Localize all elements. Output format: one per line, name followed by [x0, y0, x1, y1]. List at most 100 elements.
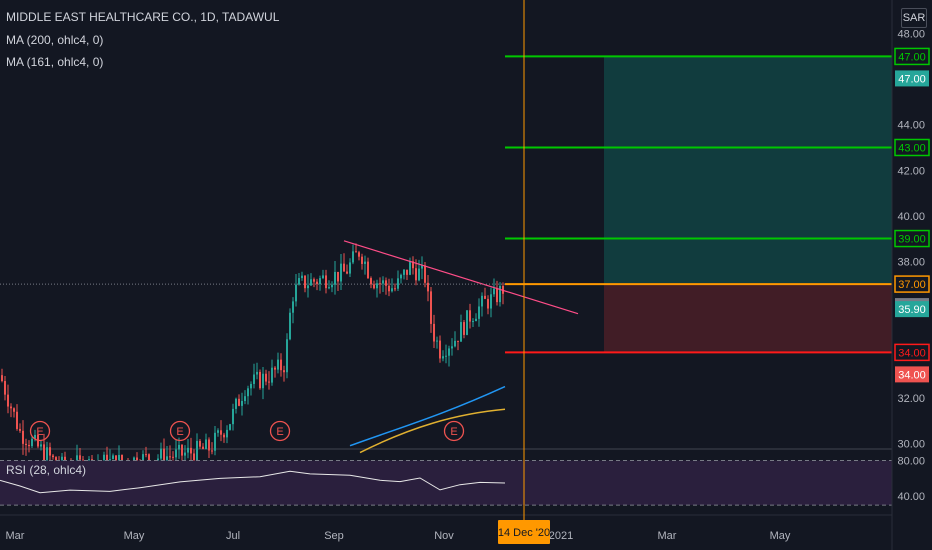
- level-badge[interactable]: [894, 343, 930, 362]
- moving-averages: [349, 385, 506, 454]
- ma200-legend[interactable]: MA (200, ohlc4, 0): [6, 33, 104, 47]
- candle-body: [199, 440, 201, 447]
- time-tick: Nov: [434, 530, 454, 542]
- candle-body: [172, 456, 174, 458]
- candle-body: [478, 306, 480, 319]
- price-tick: 44.00: [897, 120, 925, 132]
- candle-body: [22, 430, 24, 444]
- candle-body: [283, 370, 285, 373]
- level-badge[interactable]: [894, 275, 930, 293]
- candle-body: [235, 398, 237, 409]
- price-badge[interactable]: [895, 366, 929, 383]
- candle-body: [385, 280, 387, 286]
- rsi-tick: 80.00: [897, 455, 925, 467]
- candle-body: [217, 430, 219, 433]
- candle-body: [430, 291, 432, 324]
- time-tick: May: [124, 530, 145, 542]
- candle-body: [196, 440, 198, 461]
- candle-body: [271, 367, 273, 383]
- price-badge[interactable]: [895, 301, 929, 318]
- candle-body: [355, 251, 357, 253]
- candle-body: [379, 283, 381, 285]
- rsi-band: [0, 460, 892, 506]
- candle-body: [292, 301, 294, 313]
- candle-body: [445, 355, 447, 357]
- candle-body: [253, 374, 255, 384]
- candle-body: [187, 447, 189, 453]
- grid: [0, 448, 892, 516]
- candle-body: [49, 447, 51, 456]
- ma161-legend[interactable]: MA (161, ohlc4, 0): [6, 55, 104, 69]
- candle-body: [313, 279, 315, 282]
- descending-trendline[interactable]: [343, 240, 579, 315]
- candle-body: [364, 261, 366, 264]
- candle-body: [334, 271, 336, 285]
- price-scale[interactable]: 48.0046.0044.0042.0040.0038.0036.0032.00…: [891, 0, 932, 550]
- rsi-pane[interactable]: [0, 459, 892, 506]
- candle-body: [367, 261, 369, 279]
- price-scale-bg[interactable]: [892, 0, 932, 550]
- candle-body: [463, 322, 465, 335]
- candle-body: [304, 275, 306, 289]
- candle-body: [247, 388, 249, 397]
- price-tick: 38.00: [897, 256, 925, 268]
- candle-body: [436, 340, 438, 342]
- level-badge[interactable]: [894, 229, 930, 248]
- level-badge-label: 37.00: [898, 279, 926, 291]
- candle-body: [268, 381, 270, 383]
- candle-body: [259, 371, 261, 389]
- candle-body: [307, 285, 309, 289]
- candle-body: [286, 339, 288, 373]
- candle-body: [211, 450, 213, 452]
- level-badge-label: 47.00: [898, 51, 926, 63]
- earnings-marker[interactable]: [269, 420, 291, 442]
- candle-body: [13, 408, 15, 412]
- level-badge[interactable]: [894, 47, 930, 66]
- candle-body: [121, 454, 123, 462]
- candle-body: [484, 295, 486, 299]
- candle-body: [295, 284, 297, 302]
- candle-body: [175, 449, 177, 458]
- candle-body: [163, 448, 165, 465]
- candle-body: [361, 256, 363, 264]
- earnings-marker[interactable]: [443, 420, 465, 442]
- candle-body: [382, 280, 384, 284]
- price-badge-label: 34.00: [898, 369, 926, 381]
- candle-body: [277, 359, 279, 370]
- candle-body: [226, 429, 228, 438]
- cursor-date-badge[interactable]: [498, 520, 550, 544]
- candle-body: [16, 411, 18, 429]
- candle-body: [454, 340, 456, 347]
- candle-body: [472, 321, 474, 323]
- candle-body: [331, 284, 333, 288]
- rsi-legend[interactable]: RSI (28, ohlc4): [6, 463, 87, 477]
- time-scale[interactable]: Mar May Jul Sep Nov 2021 Mar May 14 Dec '20: [6, 520, 791, 544]
- candle-body: [241, 400, 243, 406]
- candle-body: [340, 263, 342, 282]
- candle-body: [322, 275, 324, 279]
- candle-body: [337, 271, 339, 282]
- price-badge[interactable]: [895, 70, 929, 87]
- horizontal-levels[interactable]: [505, 55, 892, 354]
- candle-body: [409, 261, 411, 275]
- candle-body: [46, 447, 48, 462]
- earnings-marker-label: E: [36, 426, 43, 438]
- candle-body: [448, 348, 450, 356]
- candle-body: [370, 278, 372, 285]
- level-badge[interactable]: [894, 138, 930, 157]
- trendline[interactable]: [0, 240, 892, 315]
- candle-body: [319, 278, 321, 285]
- earnings-marker[interactable]: [169, 420, 191, 442]
- candle-body: [250, 383, 252, 389]
- candle-body: [25, 443, 27, 445]
- candle-body: [298, 278, 300, 285]
- currency-button[interactable]: SAR: [901, 8, 927, 28]
- earnings-marker[interactable]: [29, 420, 51, 442]
- candle-body: [202, 446, 204, 450]
- candle-body: [238, 398, 240, 406]
- candle-body: [343, 263, 345, 272]
- price-tick: 40.00: [897, 211, 925, 223]
- candle-body: [490, 294, 492, 309]
